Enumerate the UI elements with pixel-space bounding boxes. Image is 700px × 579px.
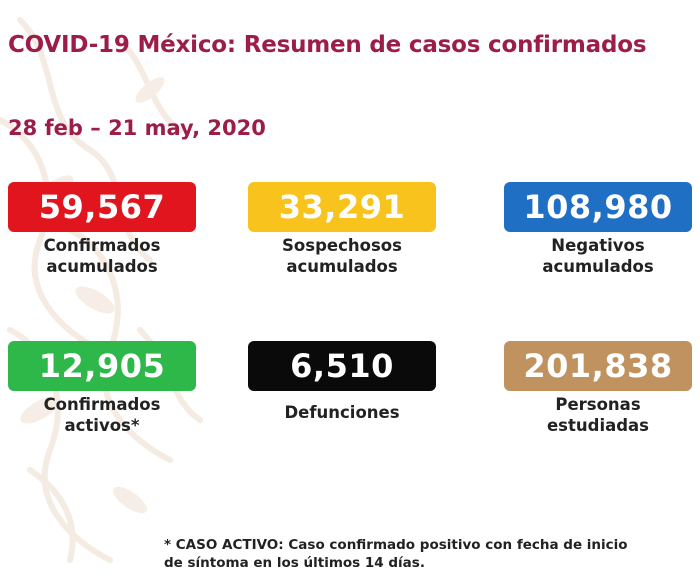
stat-label-line1: Negativos bbox=[551, 236, 645, 255]
stat-label-line2: acumulados bbox=[542, 257, 654, 276]
footnote-active-case-definition: * CASO ACTIVO: Caso confirmado positivo … bbox=[164, 536, 694, 572]
footnote-line1: * CASO ACTIVO: Caso confirmado positivo … bbox=[164, 537, 628, 553]
card-deaths: 6,510 Defunciones bbox=[248, 341, 436, 423]
stat-label-line1: Defunciones bbox=[284, 403, 400, 422]
stat-label: Confirmados acumulados bbox=[8, 235, 196, 277]
stat-label: Negativos acumulados bbox=[504, 235, 692, 277]
stat-label: Personas estudiadas bbox=[504, 394, 692, 436]
stat-label-line1: Confirmados bbox=[43, 395, 161, 414]
stat-label: Defunciones bbox=[248, 402, 436, 423]
card-negative-cumulative: 108,980 Negativos acumulados bbox=[504, 182, 692, 277]
stat-label: Sospechosos acumulados bbox=[248, 235, 436, 277]
stat-value-box: 6,510 bbox=[248, 341, 436, 391]
stat-label-line2: estudiadas bbox=[546, 416, 649, 435]
stat-value-box: 33,291 bbox=[248, 182, 436, 232]
stat-label: Confirmados activos* bbox=[8, 394, 196, 436]
stat-label-line2: acumulados bbox=[286, 257, 398, 276]
page-title: COVID-19 México: Resumen de casos confir… bbox=[8, 32, 647, 58]
card-confirmed-cumulative: 59,567 Confirmados acumulados bbox=[8, 182, 196, 277]
stat-value-box: 12,905 bbox=[8, 341, 196, 391]
card-people-studied: 201,838 Personas estudiadas bbox=[504, 341, 692, 436]
stat-label-line1: Confirmados bbox=[43, 236, 161, 255]
stat-value-box: 201,838 bbox=[504, 341, 692, 391]
stat-label-line2: activos* bbox=[64, 416, 140, 435]
card-suspected-cumulative: 33,291 Sospechosos acumulados bbox=[248, 182, 436, 277]
card-confirmed-active: 12,905 Confirmados activos* bbox=[8, 341, 196, 436]
footnote-line2: de síntoma en los últimos 14 días. bbox=[164, 555, 425, 571]
stat-value-box: 108,980 bbox=[504, 182, 692, 232]
stat-label-line1: Personas bbox=[555, 395, 641, 414]
stat-value-box: 59,567 bbox=[8, 182, 196, 232]
stat-label-line1: Sospechosos bbox=[282, 236, 402, 255]
stat-label-line2: acumulados bbox=[46, 257, 158, 276]
date-range: 28 feb – 21 may, 2020 bbox=[8, 116, 266, 140]
